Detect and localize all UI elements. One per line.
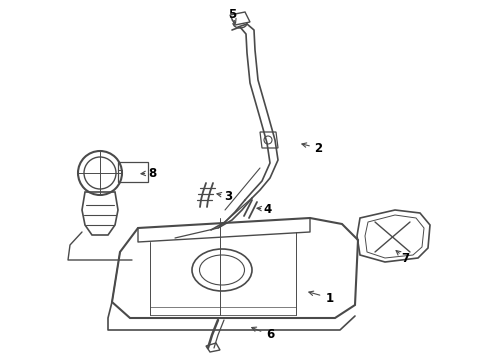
Text: 7: 7 xyxy=(401,252,409,265)
Text: 2: 2 xyxy=(314,141,322,154)
Text: 8: 8 xyxy=(148,166,156,180)
Bar xyxy=(118,162,148,182)
Text: 3: 3 xyxy=(224,189,232,202)
Text: 6: 6 xyxy=(266,328,274,342)
Text: 1: 1 xyxy=(326,292,334,305)
Text: 5: 5 xyxy=(228,8,236,21)
Text: 4: 4 xyxy=(264,202,272,216)
